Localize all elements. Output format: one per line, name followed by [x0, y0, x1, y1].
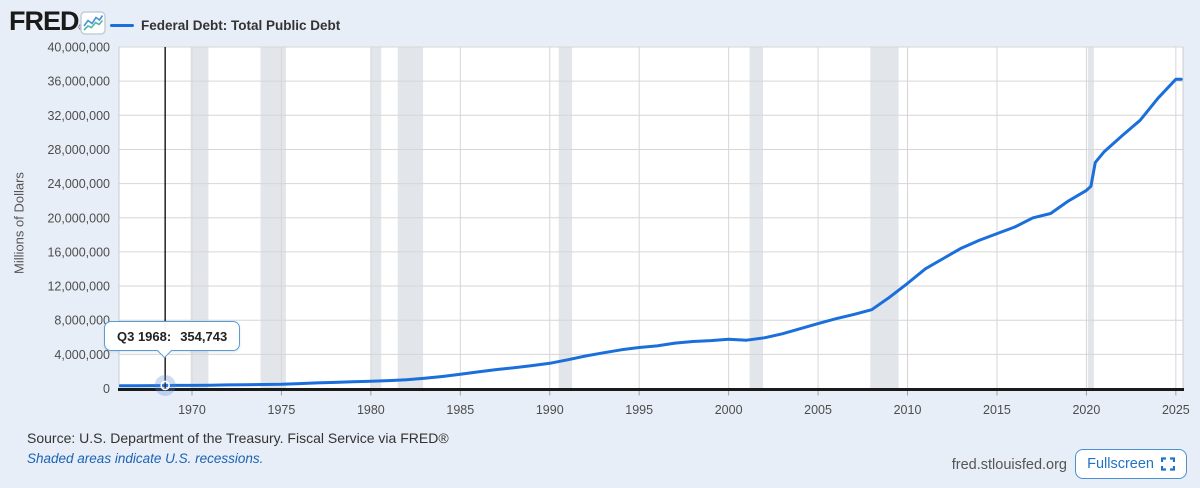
svg-text:40,000,000: 40,000,000 [47, 41, 110, 55]
svg-text:24,000,000: 24,000,000 [47, 177, 110, 191]
highlight-point[interactable] [160, 380, 170, 391]
svg-text:8,000,000: 8,000,000 [54, 314, 110, 328]
svg-text:28,000,000: 28,000,000 [47, 143, 110, 157]
svg-text:2025: 2025 [1162, 403, 1190, 417]
svg-text:2010: 2010 [894, 403, 922, 417]
svg-text:0: 0 [103, 382, 110, 396]
legend-series-label[interactable]: Federal Debt: Total Public Debt [141, 18, 341, 33]
chart-legend: Federal Debt: Total Public Debt [110, 18, 340, 33]
fullscreen-label: Fullscreen [1087, 456, 1154, 472]
svg-text:32,000,000: 32,000,000 [47, 109, 110, 123]
fred-logo[interactable]: FRED® [9, 6, 84, 37]
svg-text:4,000,000: 4,000,000 [54, 348, 110, 362]
fred-sparkline-icon [80, 11, 106, 40]
gridlines [118, 46, 1184, 389]
svg-text:1975: 1975 [268, 403, 296, 417]
svg-text:2000: 2000 [715, 403, 743, 417]
fullscreen-button[interactable]: Fullscreen [1075, 449, 1187, 479]
svg-text:36,000,000: 36,000,000 [47, 75, 110, 89]
chart-header: FRED® Federal Debt: Total Public Debt [0, 0, 1200, 40]
x-tick-labels: 1970 1975 1980 1985 1990 1995 2000 2005 2010 2015… [178, 403, 1190, 417]
recession-note-link[interactable]: Shaded areas indicate U.S. recessions. [27, 451, 264, 466]
svg-text:16,000,000: 16,000,000 [47, 245, 110, 259]
fullscreen-expand-icon [1161, 457, 1175, 471]
tooltip-period: Q3 1968: [117, 329, 172, 344]
svg-text:1995: 1995 [625, 403, 653, 417]
svg-text:2015: 2015 [983, 403, 1011, 417]
fred-site-link[interactable]: fred.stlouisfed.org [951, 457, 1067, 473]
tooltip-value: 354,743 [180, 329, 228, 344]
svg-text:1970: 1970 [178, 403, 206, 417]
svg-text:20,000,000: 20,000,000 [47, 211, 110, 225]
svg-text:1990: 1990 [536, 403, 564, 417]
svg-text:2020: 2020 [1072, 403, 1100, 417]
chart-canvas[interactable]: 0 4,000,000 8,000,000 12,000,000 16,000,000 2… [0, 0, 1200, 430]
x-tick-marks [191, 391, 1177, 396]
svg-text:1985: 1985 [446, 403, 474, 417]
x-axis-line [118, 388, 1184, 391]
source-text: Source: U.S. Department of the Treasury.… [27, 430, 449, 446]
debt-line[interactable] [118, 77, 1183, 388]
y-axis-title: Millions of Dollars [11, 172, 27, 274]
chart-tooltip: Q3 1968: 354,743 [104, 321, 241, 351]
svg-text:12,000,000: 12,000,000 [47, 280, 110, 294]
svg-text:1980: 1980 [357, 403, 385, 417]
svg-text:2005: 2005 [804, 403, 832, 417]
legend-line-swatch [110, 24, 134, 27]
y-tick-labels: 0 4,000,000 8,000,000 12,000,000 16,000,000 2… [47, 41, 110, 397]
highlight-halo [154, 374, 176, 396]
